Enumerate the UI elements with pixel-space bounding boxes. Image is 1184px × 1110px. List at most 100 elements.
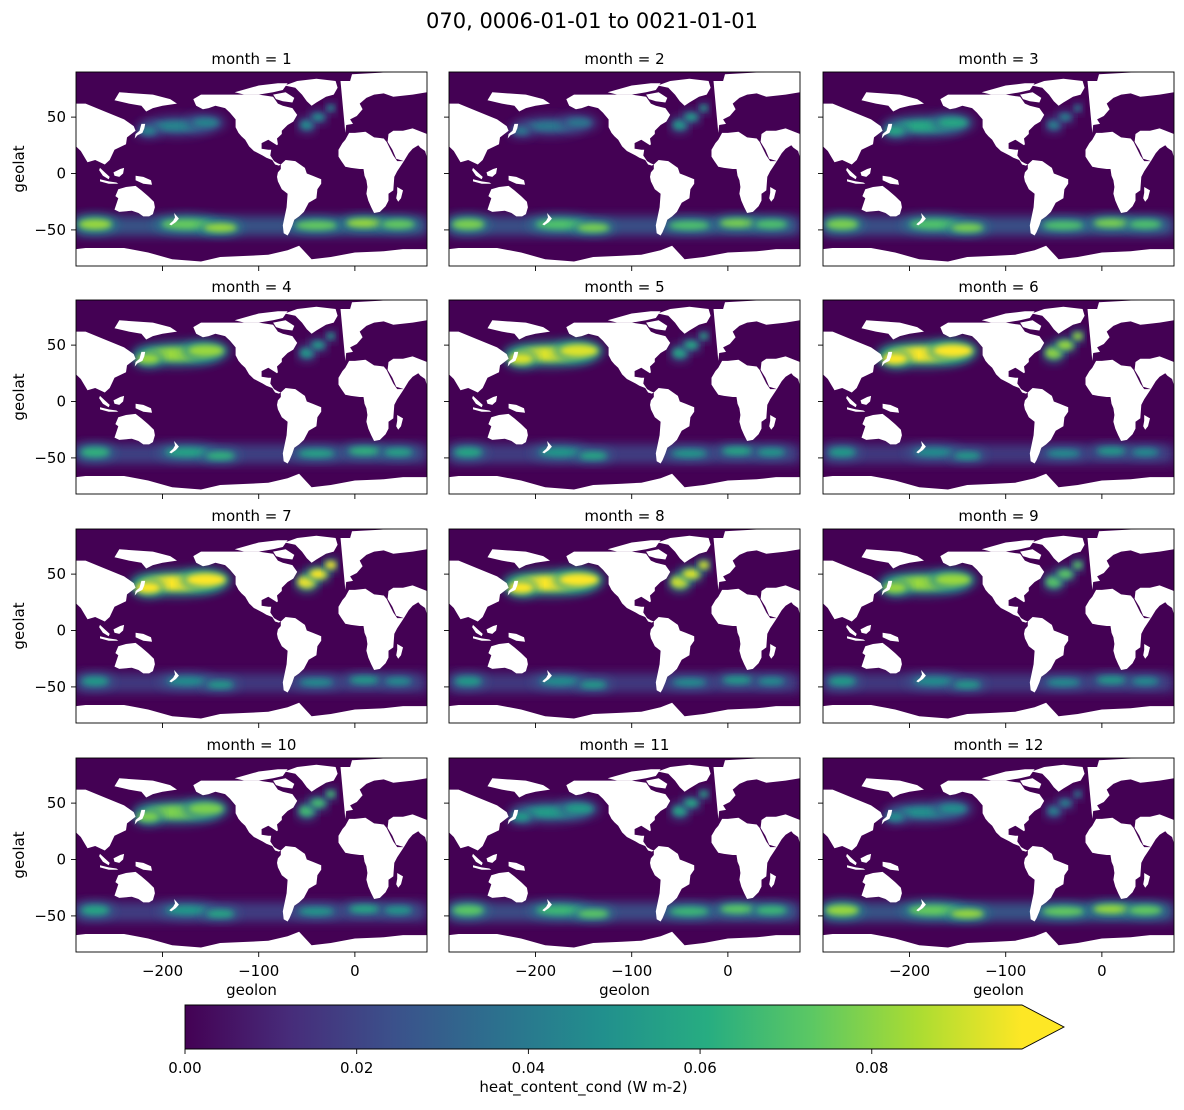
- so-hotspot-core: [82, 677, 109, 686]
- australia-land: [114, 185, 155, 217]
- np-hotspot-core: [559, 344, 599, 358]
- so-hotspot-core: [81, 447, 110, 457]
- australia-land: [487, 642, 528, 674]
- np-hotspot-core: [188, 802, 224, 815]
- australia-land: [861, 185, 902, 217]
- so-hotspot-core: [722, 447, 753, 455]
- new-zealand-land: [169, 899, 179, 912]
- britain-land: [1096, 565, 1103, 575]
- east-siberia-land: [487, 778, 550, 798]
- sumatra-land: [846, 853, 857, 866]
- panel-plot-area: [823, 529, 1174, 723]
- panel-frame: [822, 71, 1175, 267]
- land-mask: [823, 758, 1174, 952]
- asia-land: [449, 331, 509, 393]
- atl-hotspot-core: [326, 333, 335, 339]
- so-hotspot-core: [669, 221, 710, 230]
- africa-land: [711, 131, 777, 213]
- japan-land: [134, 351, 146, 367]
- so-hotspot-core: [1093, 904, 1130, 914]
- indonesia-land: [847, 407, 866, 412]
- colorbar-tick-label: 0.06: [683, 1059, 716, 1077]
- so-hotspot-core: [950, 909, 984, 919]
- asia-land: [823, 560, 883, 622]
- panel-plot-area: [449, 529, 800, 723]
- madagascar-land: [1143, 415, 1150, 430]
- antarctica-land: [823, 931, 1174, 952]
- sumatra-land: [846, 624, 857, 637]
- so-hotspot-core: [670, 907, 709, 916]
- new-zealand-land: [542, 213, 552, 226]
- y-axis-label: geolat: [10, 145, 28, 192]
- so-hotspot-core: [1132, 677, 1159, 685]
- greenland-land: [284, 764, 338, 792]
- atl-hotspot-core: [300, 348, 314, 358]
- map-panel: month = 10 50 0 −50 −200 −100 0 geolat geolon: [10, 736, 428, 999]
- south-america-land: [650, 846, 695, 922]
- so-hotspot-core: [452, 905, 484, 916]
- panel-title: month = 12: [954, 736, 1044, 754]
- baffin-land: [646, 549, 668, 560]
- panel-frame: [822, 528, 1175, 724]
- so-hotspot-core: [719, 218, 756, 228]
- greenland-land: [1031, 535, 1085, 563]
- y-tick-label: 0: [56, 165, 66, 183]
- africa-land: [711, 588, 777, 670]
- indonesia-land: [100, 636, 119, 641]
- so-hotspot-core: [1132, 448, 1159, 456]
- australia-land: [487, 871, 528, 903]
- north-america-land: [566, 94, 671, 166]
- japan-land: [881, 580, 893, 596]
- np-hotspot-core: [192, 118, 219, 128]
- atl-hotspot-core: [310, 799, 326, 807]
- y-tick-label: −50: [34, 221, 66, 239]
- y-axis-label: geolat: [10, 602, 28, 649]
- x-tick-label: −100: [611, 962, 652, 980]
- np-hotspot-core: [939, 804, 967, 814]
- south-america-land: [1024, 846, 1069, 922]
- britain-land: [1096, 108, 1103, 118]
- borneo-land: [860, 395, 872, 405]
- new-zealand-land: [542, 899, 552, 912]
- figure-title: 070, 0006-01-01 to 0021-01-01: [426, 9, 758, 33]
- south-america-land: [277, 388, 322, 464]
- indonesia-land: [100, 865, 119, 870]
- baffin-land: [646, 92, 668, 103]
- new-guinea-land: [882, 403, 899, 413]
- so-hotspot-core: [455, 677, 482, 686]
- x-tick-label: −200: [515, 962, 556, 980]
- eurasia-africa-land: [713, 72, 800, 133]
- new-guinea-land: [135, 403, 152, 413]
- y-tick-label: −50: [34, 449, 66, 467]
- baffin-land: [1020, 320, 1042, 331]
- antarctica-land: [823, 473, 1174, 494]
- atl-hotspot-core: [699, 105, 708, 111]
- asia-land: [823, 103, 883, 165]
- indonesia-land: [847, 179, 866, 184]
- antarctica-land: [449, 702, 800, 723]
- arctic-islands-land: [234, 83, 288, 95]
- land-mask: [823, 72, 1174, 266]
- greenland-land: [284, 306, 338, 334]
- britain-land: [349, 336, 356, 346]
- baffin-land: [273, 320, 295, 331]
- indonesia-land: [473, 865, 492, 870]
- atl-hotspot-core: [1073, 561, 1083, 569]
- south-america-land: [1024, 617, 1069, 693]
- north-america-land: [193, 322, 298, 394]
- panel-plot-area: [449, 300, 800, 494]
- atl-hotspot-core: [684, 113, 698, 121]
- x-tick-label: 0: [350, 962, 360, 980]
- antarctica-land: [823, 245, 1174, 266]
- madagascar-land: [769, 644, 776, 659]
- panel-title: month = 4: [211, 278, 291, 296]
- so-hotspot-core: [348, 447, 381, 455]
- np-hotspot-core: [932, 344, 973, 358]
- borneo-land: [486, 395, 498, 405]
- south-america-land: [650, 388, 695, 464]
- so-hotspot-core: [298, 449, 335, 458]
- sumatra-land: [99, 624, 110, 637]
- np-hotspot-core: [566, 118, 592, 128]
- arctic-islands-land: [981, 311, 1035, 323]
- britain-land: [722, 108, 729, 118]
